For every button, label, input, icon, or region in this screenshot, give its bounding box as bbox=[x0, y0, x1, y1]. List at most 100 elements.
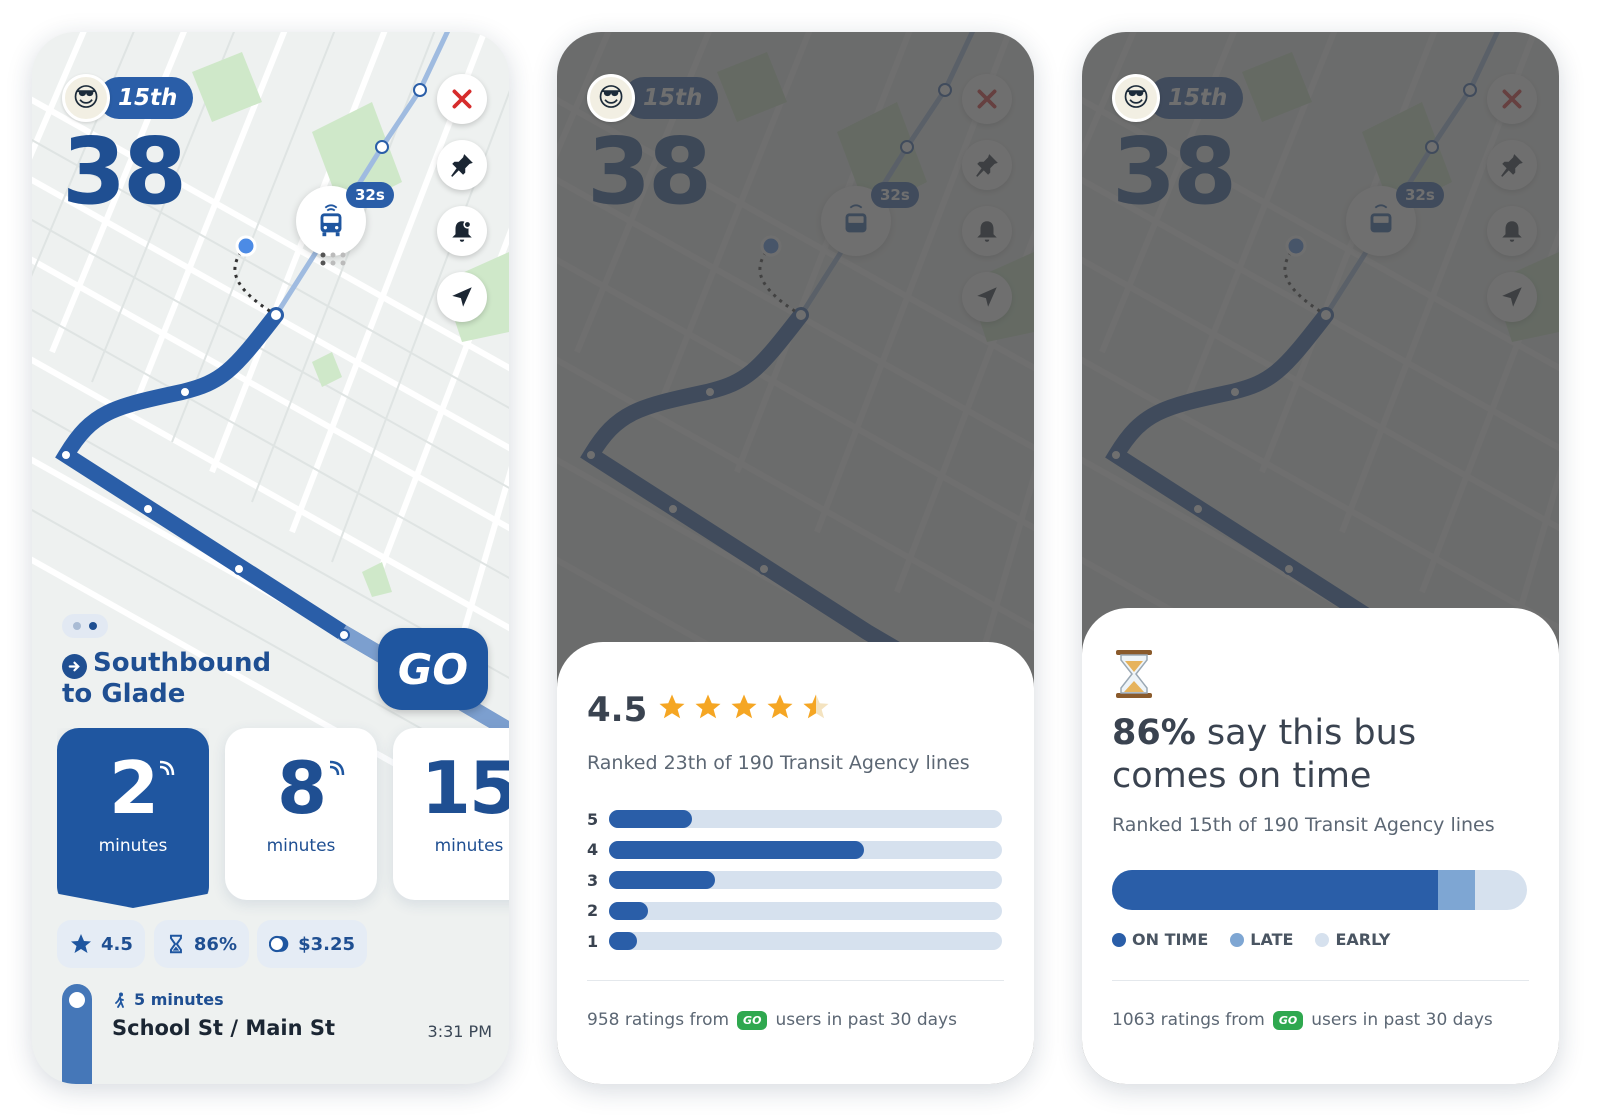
avatar: 😎 bbox=[62, 74, 110, 122]
histogram-row: 5 bbox=[587, 804, 1002, 835]
legend-on-time-label: ON TIME bbox=[1132, 930, 1209, 949]
locate-button[interactable] bbox=[437, 272, 487, 322]
histogram-label: 3 bbox=[587, 870, 599, 890]
on-time-text: say this bus comes on time bbox=[1112, 713, 1417, 796]
arrival-card[interactable]: 2 minutes bbox=[57, 728, 209, 908]
histogram-track bbox=[609, 871, 1002, 890]
histogram-label: 4 bbox=[587, 840, 599, 860]
legend-late-label: LATE bbox=[1250, 930, 1294, 949]
rating-histogram: 5 4 3 2 1 bbox=[587, 804, 1002, 957]
histogram-track bbox=[609, 901, 1002, 920]
punctuality-bar bbox=[1112, 870, 1527, 910]
walk-time: 5 minutes bbox=[112, 990, 224, 1009]
histogram-track bbox=[609, 840, 1002, 859]
bus-eta-badge: 32s bbox=[346, 182, 394, 208]
histogram-track bbox=[609, 810, 1002, 829]
star-icon bbox=[731, 694, 757, 719]
arrival-unit: minutes bbox=[98, 836, 168, 856]
on-time-segment bbox=[1112, 870, 1438, 910]
on-time-headline: 86% say this bus comes on time bbox=[1112, 712, 1532, 798]
histogram-bar bbox=[609, 871, 716, 890]
avatar: 😎 bbox=[587, 74, 635, 122]
rating-value: 4.5 bbox=[101, 933, 133, 955]
hourglass-icon bbox=[169, 934, 182, 954]
bell-icon bbox=[452, 220, 472, 242]
star-icon bbox=[695, 694, 721, 719]
phone-screen-rating: 😎 15th 38 32s 4.5 Ranked 23th of 190 Tra… bbox=[557, 32, 1034, 1084]
histogram-bar bbox=[609, 901, 649, 920]
histogram-bar bbox=[609, 840, 865, 859]
page-indicator[interactable] bbox=[62, 614, 108, 638]
histogram-row: 2 bbox=[587, 896, 1002, 927]
divider bbox=[1112, 980, 1529, 981]
fare-value: $3.25 bbox=[298, 933, 355, 955]
walk-minutes: 5 minutes bbox=[134, 990, 224, 1009]
realtime-icon bbox=[329, 760, 345, 776]
histogram-bar bbox=[609, 810, 692, 829]
close-button[interactable] bbox=[437, 74, 487, 124]
direction-label: Southbound to Glade bbox=[62, 648, 322, 710]
pin-button[interactable] bbox=[437, 140, 487, 190]
ranking-text: Ranked 15th of 190 Transit Agency lines bbox=[1112, 814, 1495, 836]
direction-line1: Southbound bbox=[93, 648, 272, 678]
legend-early-label: EARLY bbox=[1335, 930, 1391, 949]
go-logo: GO bbox=[1272, 1010, 1304, 1030]
direction-line2: to Glade bbox=[62, 679, 186, 709]
star-icon bbox=[767, 694, 793, 719]
arrival-unit: minutes bbox=[434, 836, 504, 856]
walking-icon bbox=[115, 992, 124, 1008]
stop-timeline bbox=[62, 984, 92, 1084]
on-time-chip[interactable]: 86% bbox=[154, 920, 249, 968]
star-icon bbox=[71, 934, 91, 953]
ranking-text: Ranked 23th of 190 Transit Agency lines bbox=[587, 752, 970, 774]
arrival-minutes: 2 bbox=[108, 746, 159, 830]
histogram-row: 3 bbox=[587, 865, 1002, 896]
map[interactable] bbox=[32, 32, 509, 1084]
avatar: 😎 bbox=[1112, 74, 1160, 122]
arrival-card[interactable]: 8 minutes bbox=[225, 728, 377, 900]
phone-screen-departures: 😎 15th 38 32s Southbound to Glade GO 2 bbox=[32, 32, 509, 1084]
star-icon bbox=[659, 694, 685, 719]
rating-sheet: 4.5 Ranked 23th of 190 Transit Agency li… bbox=[557, 642, 1034, 1084]
occupancy-icon bbox=[320, 252, 346, 266]
arrival-minutes: 8 bbox=[276, 746, 327, 830]
rank-badge: 15th bbox=[98, 77, 194, 119]
legend-on-time: ON TIME bbox=[1112, 930, 1208, 949]
arrival-unit: minutes bbox=[266, 836, 336, 856]
stop-time: 3:31 PM bbox=[427, 1022, 492, 1041]
divider bbox=[587, 980, 1004, 981]
rating-chip[interactable]: 4.5 bbox=[57, 920, 145, 968]
legend: ON TIME LATE EARLY bbox=[1112, 930, 1390, 949]
on-time-sheet: 86% say this bus comes on time Ranked 15… bbox=[1082, 608, 1559, 1084]
ratings-footer: 1063 ratings from GO users in past 30 da… bbox=[1112, 1010, 1493, 1030]
route-number: 38 bbox=[62, 118, 187, 225]
phone-screen-on-time: 😎 15th 38 32s 86% say this bus comes on … bbox=[1082, 32, 1559, 1084]
hourglass-icon bbox=[1116, 650, 1152, 698]
histogram-label: 1 bbox=[587, 931, 599, 951]
histogram-label: 5 bbox=[587, 809, 599, 829]
late-segment bbox=[1437, 870, 1476, 910]
histogram-row: 4 bbox=[587, 835, 1002, 866]
coins-icon bbox=[269, 935, 289, 953]
histogram-label: 2 bbox=[587, 901, 599, 921]
alert-button[interactable] bbox=[437, 206, 487, 256]
histogram-row: 1 bbox=[587, 926, 1002, 957]
legend-late: LATE bbox=[1230, 930, 1293, 949]
pin-icon bbox=[451, 154, 473, 177]
stop-row[interactable]: 5 minutes School St / Main St 3:31 PM bbox=[62, 984, 492, 1084]
footer-suffix: users in past 30 days bbox=[775, 1010, 957, 1030]
rank-chip[interactable]: 😎 15th bbox=[62, 74, 194, 122]
footer-suffix: users in past 30 days bbox=[1311, 1010, 1493, 1030]
arrival-minutes: 15 bbox=[420, 746, 509, 830]
footer-count: 1063 ratings from bbox=[1112, 1010, 1265, 1030]
fare-chip[interactable]: $3.25 bbox=[257, 920, 367, 968]
histogram-track bbox=[609, 932, 1002, 951]
ratings-footer: 958 ratings from GO users in past 30 day… bbox=[587, 1010, 957, 1030]
arrival-card[interactable]: 15 minutes bbox=[393, 728, 509, 900]
rating-score: 4.5 bbox=[587, 690, 648, 730]
close-icon bbox=[452, 89, 472, 109]
on-time-value: 86% bbox=[193, 933, 237, 955]
go-button[interactable]: GO bbox=[378, 628, 488, 710]
go-logo: GO bbox=[737, 1010, 768, 1030]
star-rating bbox=[657, 692, 831, 722]
